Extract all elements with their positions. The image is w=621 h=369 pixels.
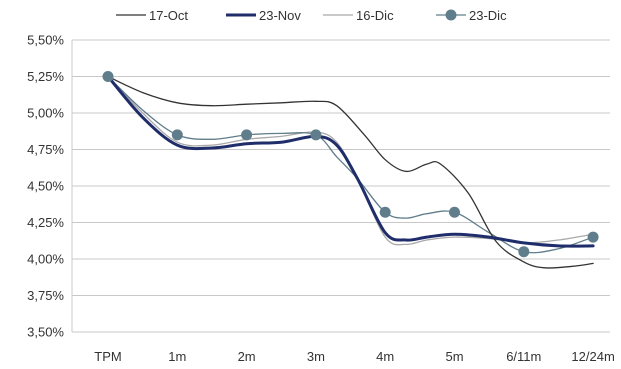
x-tick-label: TPM <box>94 349 121 364</box>
grid-lines <box>71 39 610 333</box>
legend-label: 23-Dic <box>469 8 507 23</box>
series-marker <box>102 71 114 82</box>
x-tick-label: 5m <box>445 349 463 364</box>
marker-group <box>102 71 599 258</box>
y-tick-label: 4,25% <box>27 215 64 230</box>
legend-marker <box>445 9 457 21</box>
series-marker <box>171 129 183 141</box>
legend-label: 16-Dic <box>356 8 394 23</box>
y-tick-label: 5,50% <box>27 33 64 48</box>
series-marker <box>518 246 530 258</box>
legend-label: 17-Oct <box>149 8 188 23</box>
series-line-17-oct <box>107 75 594 269</box>
y-axis: 3,50% 3,75% 4,00% 4,25% 4,50% 4,75% 5,00% 5,25%… <box>27 33 64 340</box>
y-tick-label: 5,25% <box>27 69 64 84</box>
y-tick-label: 4,50% <box>27 179 64 194</box>
series-marker <box>310 129 322 141</box>
legend-label: 23-Nov <box>259 8 301 23</box>
series-marker <box>241 129 253 141</box>
x-tick-label: 4m <box>376 349 394 364</box>
x-axis: TPM 1m 2m 3m 4m 5m 6/11m 12/24m <box>94 349 615 364</box>
series-line-16-dic <box>107 75 594 246</box>
y-tick-label: 5,00% <box>27 106 64 121</box>
series-marker <box>449 206 460 218</box>
y-tick-label: 4,75% <box>27 142 64 157</box>
x-tick-label: 2m <box>238 349 256 364</box>
legend: 17-Oct 23-Nov 16-Dic 23-Dic <box>116 8 507 23</box>
x-tick-label: 12/24m <box>571 349 614 364</box>
series-line-23-nov <box>106 75 595 248</box>
x-tick-label: 1m <box>168 349 186 364</box>
y-tick-label: 3,50% <box>27 325 64 340</box>
series-group <box>106 75 595 269</box>
x-tick-label: 6/11m <box>506 349 541 364</box>
y-tick-label: 4,00% <box>27 252 64 267</box>
series-marker <box>379 206 391 218</box>
series-marker <box>587 231 599 243</box>
x-tick-label: 3m <box>307 349 325 364</box>
y-tick-label: 3,75% <box>27 288 64 303</box>
